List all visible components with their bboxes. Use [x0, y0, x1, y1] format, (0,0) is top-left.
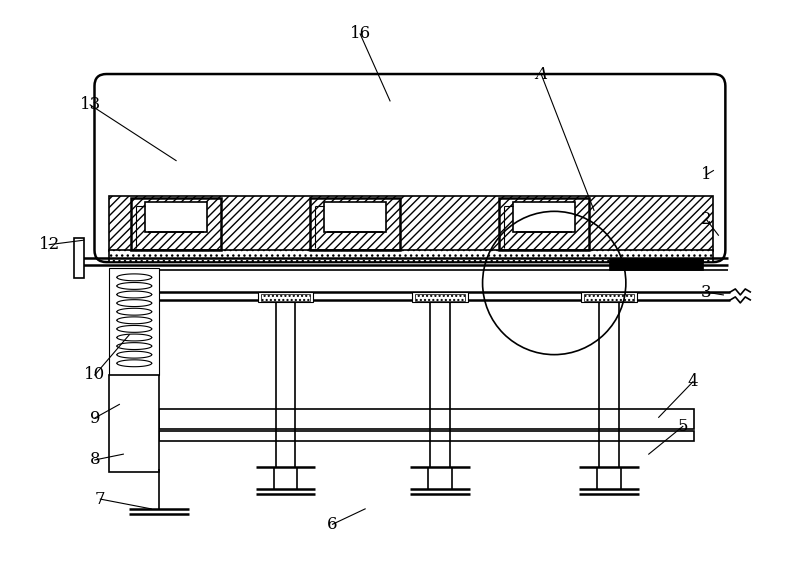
Bar [310, 198, 400, 250]
Bar [109, 250, 713, 262]
Text: 1: 1 [701, 166, 712, 183]
Bar [109, 374, 159, 472]
Bar [513, 202, 575, 232]
Text: 9: 9 [89, 410, 100, 427]
Bar [159, 431, 694, 441]
Text: 16: 16 [350, 25, 371, 42]
Bar [159, 409, 694, 429]
Text: 2: 2 [701, 211, 712, 228]
Bar [584, 294, 634, 301]
Text: 13: 13 [79, 96, 100, 114]
Text: 6: 6 [327, 516, 338, 533]
Bar [109, 197, 713, 251]
Bar [415, 294, 464, 301]
Bar [109, 268, 159, 374]
Text: 12: 12 [39, 236, 60, 253]
Text: 5: 5 [678, 418, 688, 435]
Bar [412, 292, 467, 302]
Bar [581, 292, 637, 302]
Bar [258, 292, 313, 302]
Bar [499, 198, 589, 250]
Bar [146, 202, 207, 232]
Bar [609, 258, 703, 270]
FancyBboxPatch shape [94, 74, 725, 262]
Bar [74, 238, 84, 278]
Text: A: A [536, 66, 547, 83]
Text: 8: 8 [89, 451, 100, 469]
Text: 10: 10 [84, 366, 105, 383]
Bar [324, 202, 386, 232]
Bar [261, 294, 310, 301]
Bar [131, 198, 221, 250]
Text: 7: 7 [95, 491, 106, 507]
Text: 3: 3 [701, 284, 712, 301]
Text: 4: 4 [687, 373, 698, 390]
